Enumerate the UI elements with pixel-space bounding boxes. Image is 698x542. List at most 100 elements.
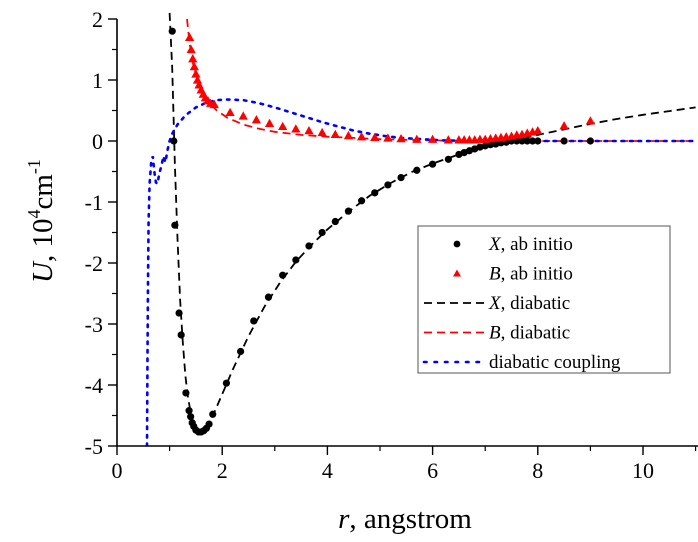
data-point [560,137,568,145]
data-point [486,141,495,149]
data-point [177,331,185,339]
data-point [168,27,176,35]
data-point [264,293,273,301]
legend-label: X, ab initio [488,234,573,255]
y-tick-label: -5 [85,434,103,459]
series-line-x-diabatic [168,12,696,434]
y-tick-label: -3 [85,312,103,337]
legend-label: diabatic coupling [489,352,621,373]
y-axis-title: U, 104cm-1 [24,159,59,283]
legend-item: X, diabatic [424,293,570,314]
data-point [443,135,453,144]
data-point [533,126,543,135]
data-point [238,111,248,120]
data-point [171,221,179,229]
data-point [343,130,354,140]
data-point [222,379,231,387]
data-point [305,242,313,250]
data-point [444,155,452,163]
series-markers-b-ab-initio [184,32,595,144]
data-point [318,228,326,237]
y-tick-label: 1 [92,68,103,93]
legend-label: B, ab initio [489,264,573,285]
x-tick-label: 8 [532,458,543,483]
data-point [559,121,569,130]
data-point [330,129,340,138]
data-point [250,317,258,325]
data-point [344,207,353,215]
data-point [586,137,595,145]
data-point [304,126,314,135]
data-point [251,115,261,124]
legend-triangle-icon [453,269,461,277]
data-point [291,124,301,133]
data-point [397,174,405,182]
data-point [331,217,339,226]
plot-area [145,12,697,446]
y-axis-title-unit: cm [27,174,59,210]
data-point [384,181,392,189]
x-axis-title: r, angstrom [338,503,472,535]
data-point [264,118,275,127]
data-point [209,410,217,418]
x-tick-label: 6 [427,458,438,483]
y-axis-title-prefix: , 10 [27,218,59,262]
data-point [182,389,190,397]
y-tick-label: -1 [85,190,103,215]
x-tick-label: 0 [112,458,123,483]
data-point [187,413,195,421]
legend-item: B, ab initio [453,264,573,285]
data-point [370,132,380,142]
data-point [317,127,327,137]
data-point [585,116,595,125]
legend-circle-icon [453,240,461,248]
data-point [188,54,198,63]
data-point [356,132,367,141]
data-point [175,309,183,317]
x-tick-label: 2 [217,458,228,483]
data-point [534,137,542,145]
data-point [209,99,219,109]
y-tick-label: -2 [85,251,103,276]
data-point [225,107,235,117]
data-point [278,121,288,131]
legend-item: X, ab initio [453,234,573,255]
x-axis-title-unit: , angstrom [349,503,472,535]
data-point [292,256,300,264]
data-point [205,420,213,428]
y-tick-label: 2 [92,7,103,32]
data-point [428,134,438,143]
data-point [528,137,537,145]
series-line-diabatic-coupling [145,98,697,446]
legend-label: X, diabatic [488,293,570,314]
legend-item: B, diabatic [424,323,570,344]
data-point [412,134,422,143]
data-point [396,133,406,143]
data-point [523,137,531,145]
x-tick-label: 10 [632,458,654,483]
legend: X, ab initio B, ab initio X, diabatic B, di… [417,225,671,374]
x-tick-label: 4 [322,458,333,483]
series-markers-x-ab-initio [168,27,595,436]
data-point [383,133,393,142]
y-axis-title-variable: U [27,260,59,283]
data-point [518,137,526,145]
data-point [429,160,437,168]
data-point [371,189,379,197]
data-point [185,407,193,415]
y-axis-title-exp1: 4 [24,209,44,218]
series-line-b-diabatic [186,18,696,142]
legend-label: B, diabatic [489,323,570,344]
data-point [189,61,199,71]
data-point [170,137,178,145]
y-tick-label: -4 [85,373,103,398]
data-point [191,69,201,78]
data-point [357,197,366,205]
x-axis-title-variable: r [338,503,350,535]
y-axis-title-exp2: -1 [24,159,44,174]
axes: 0 2 4 6 8 10 -5 -4 -3 -2 -1 0 1 2 [85,7,698,483]
x-axis-ticks: 0 2 4 6 8 10 [112,446,697,483]
legend-item: diabatic coupling [422,352,621,373]
legend-box [417,225,671,374]
